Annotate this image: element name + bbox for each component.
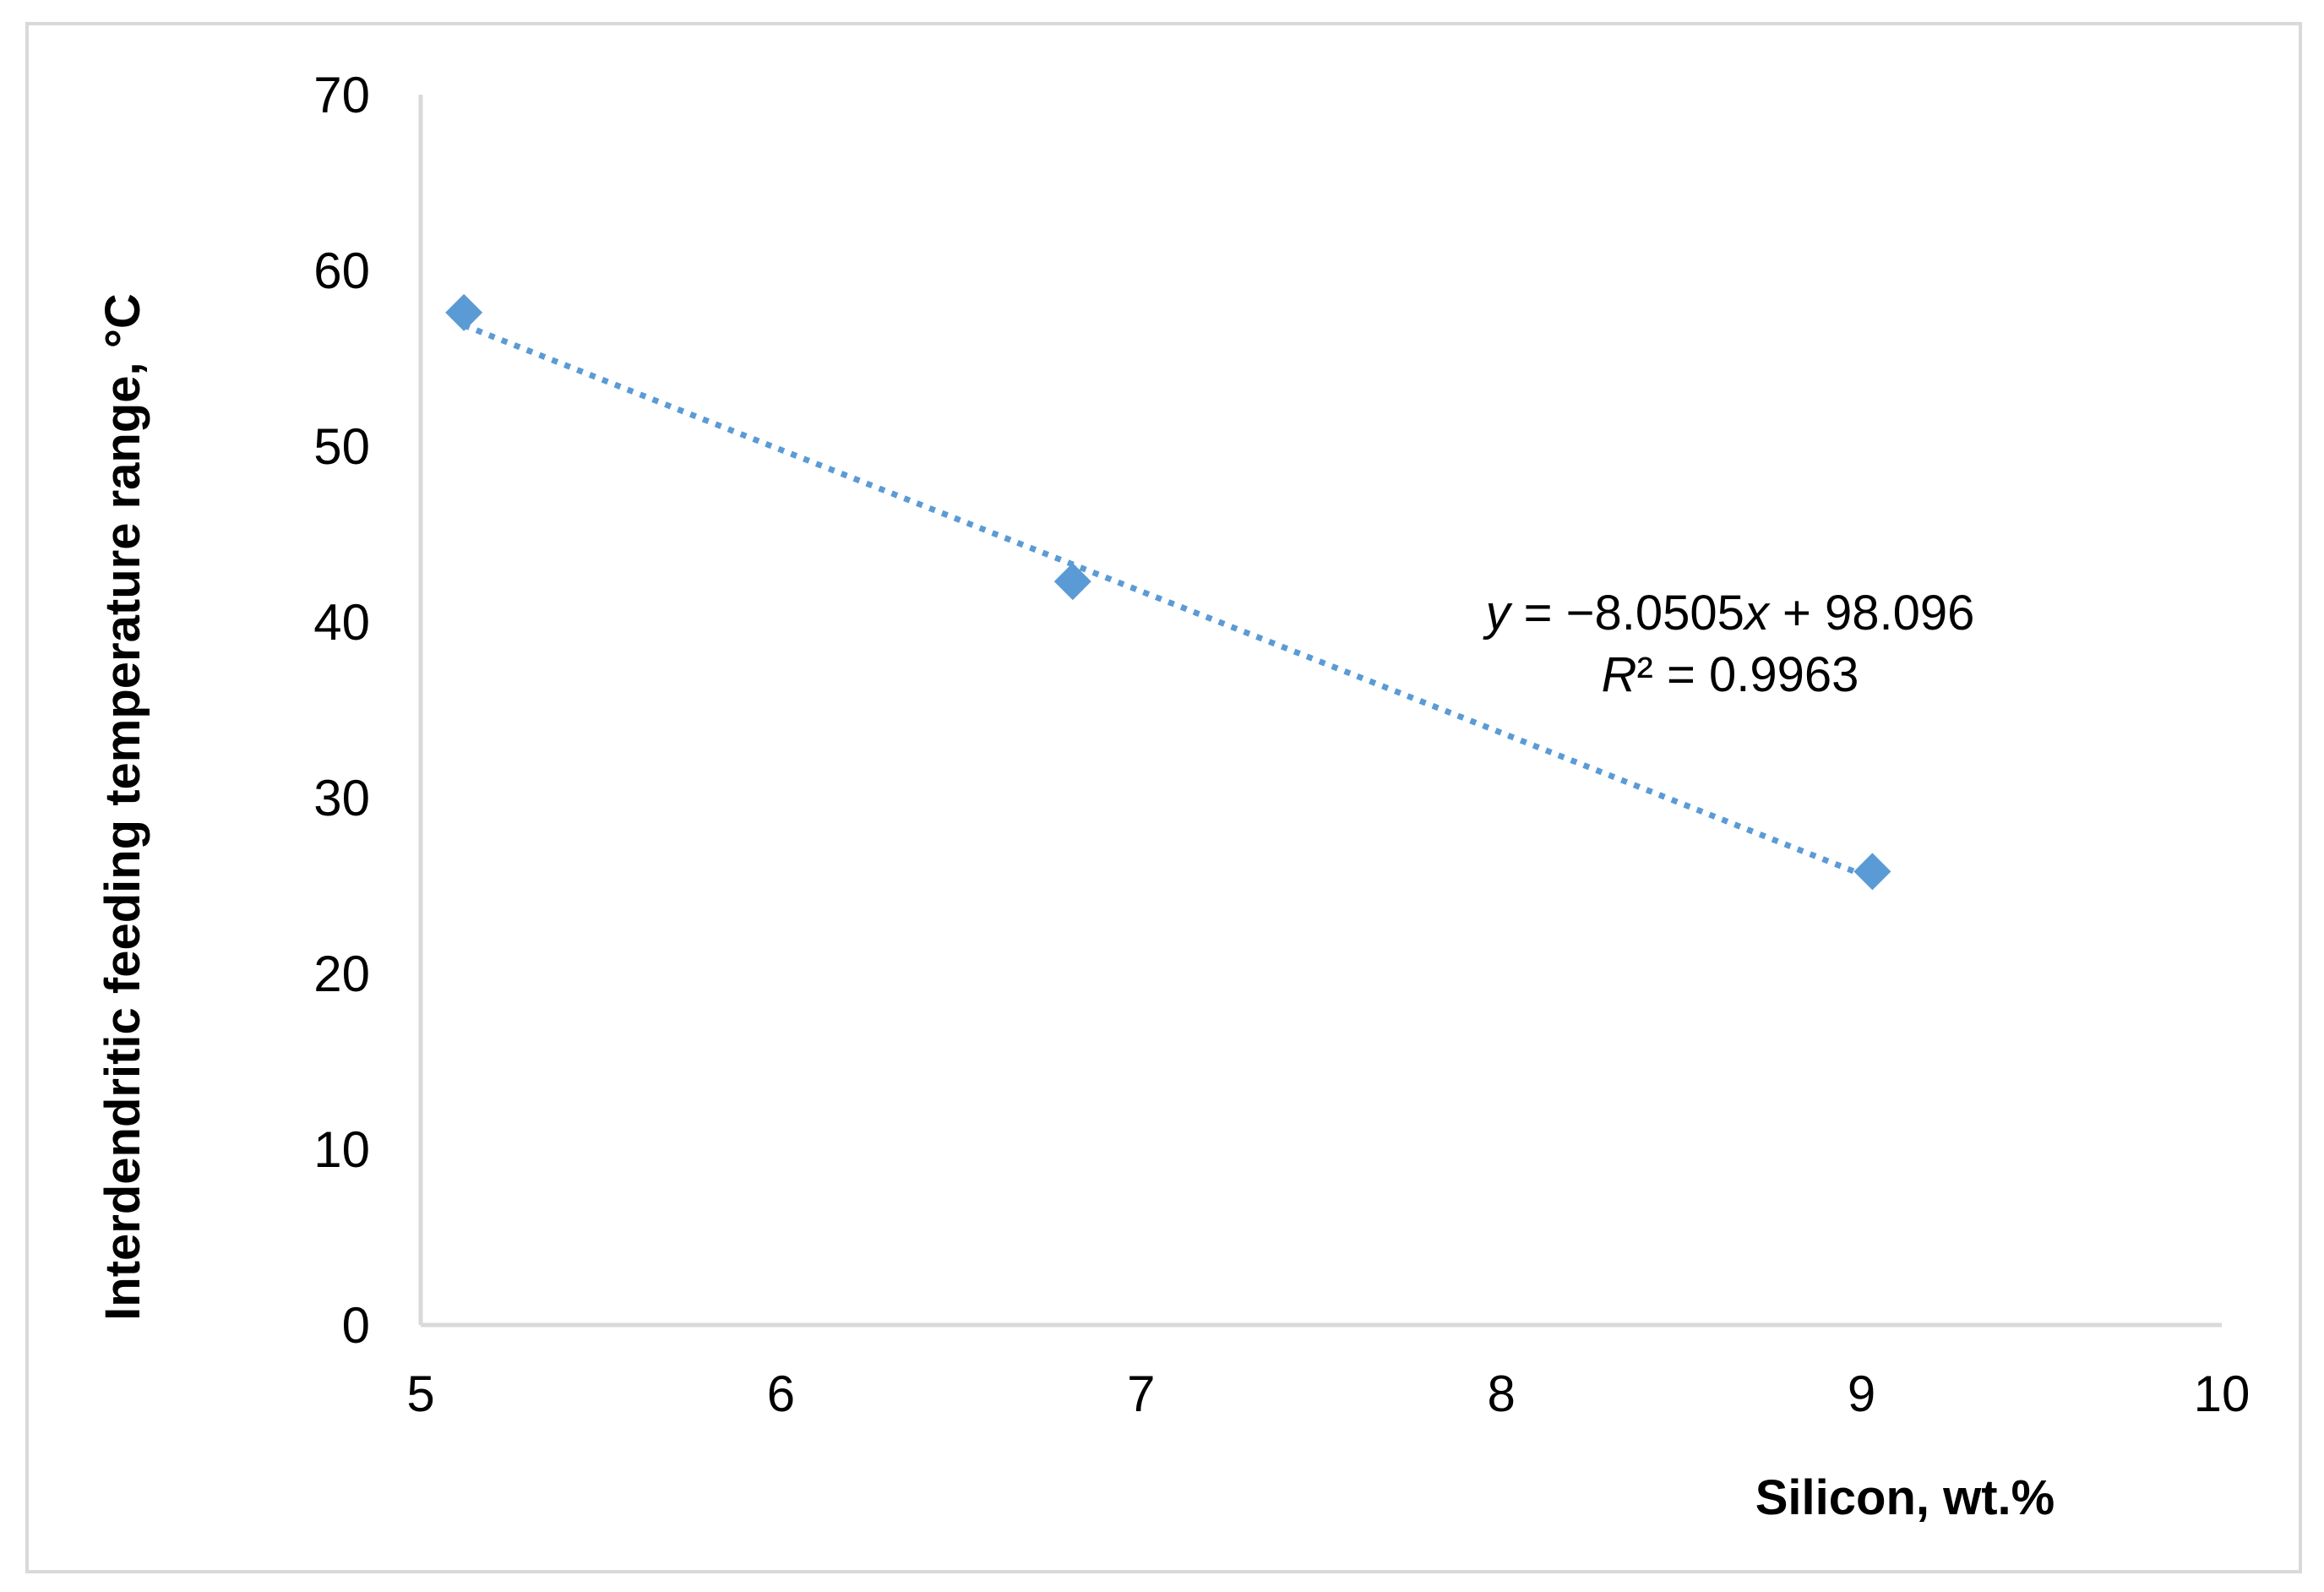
x-tick-label: 7	[1127, 1366, 1155, 1422]
y-tick-label: 50	[313, 418, 370, 475]
data-points	[445, 293, 1891, 891]
x-tick-label: 10	[2194, 1366, 2251, 1422]
r-squared-label: R² = 0.9963	[1602, 647, 1859, 702]
y-tick-label: 0	[342, 1297, 370, 1354]
x-tick-label: 9	[1848, 1366, 1875, 1422]
y-tick-label: 40	[313, 594, 370, 651]
tick-labels: 0 10 20 30 40 50 60 70 5 6 7 8 9 10	[313, 67, 2250, 1422]
x-tick-label: 5	[406, 1366, 434, 1422]
data-point	[1853, 853, 1891, 891]
y-tick-label: 20	[313, 946, 370, 1002]
x-axis-title: Silicon, wt.%	[1755, 1470, 2055, 1525]
x-tick-label: 8	[1488, 1366, 1516, 1422]
data-point	[445, 293, 483, 331]
trendline-layer	[462, 322, 1874, 881]
data-point	[1053, 563, 1091, 601]
trendline	[462, 322, 1874, 881]
trendline-equation: y = −8.0505x + 98.096	[1483, 586, 1975, 641]
y-axis-title: Interdendritic feeding temperature range…	[95, 293, 150, 1321]
y-tick-label: 70	[313, 67, 370, 123]
y-tick-label: 10	[313, 1121, 370, 1178]
chart-frame	[25, 22, 2302, 1573]
x-tick-label: 6	[767, 1366, 795, 1422]
y-tick-label: 30	[313, 770, 370, 826]
axes	[418, 95, 2222, 1328]
y-tick-label: 60	[313, 243, 370, 299]
